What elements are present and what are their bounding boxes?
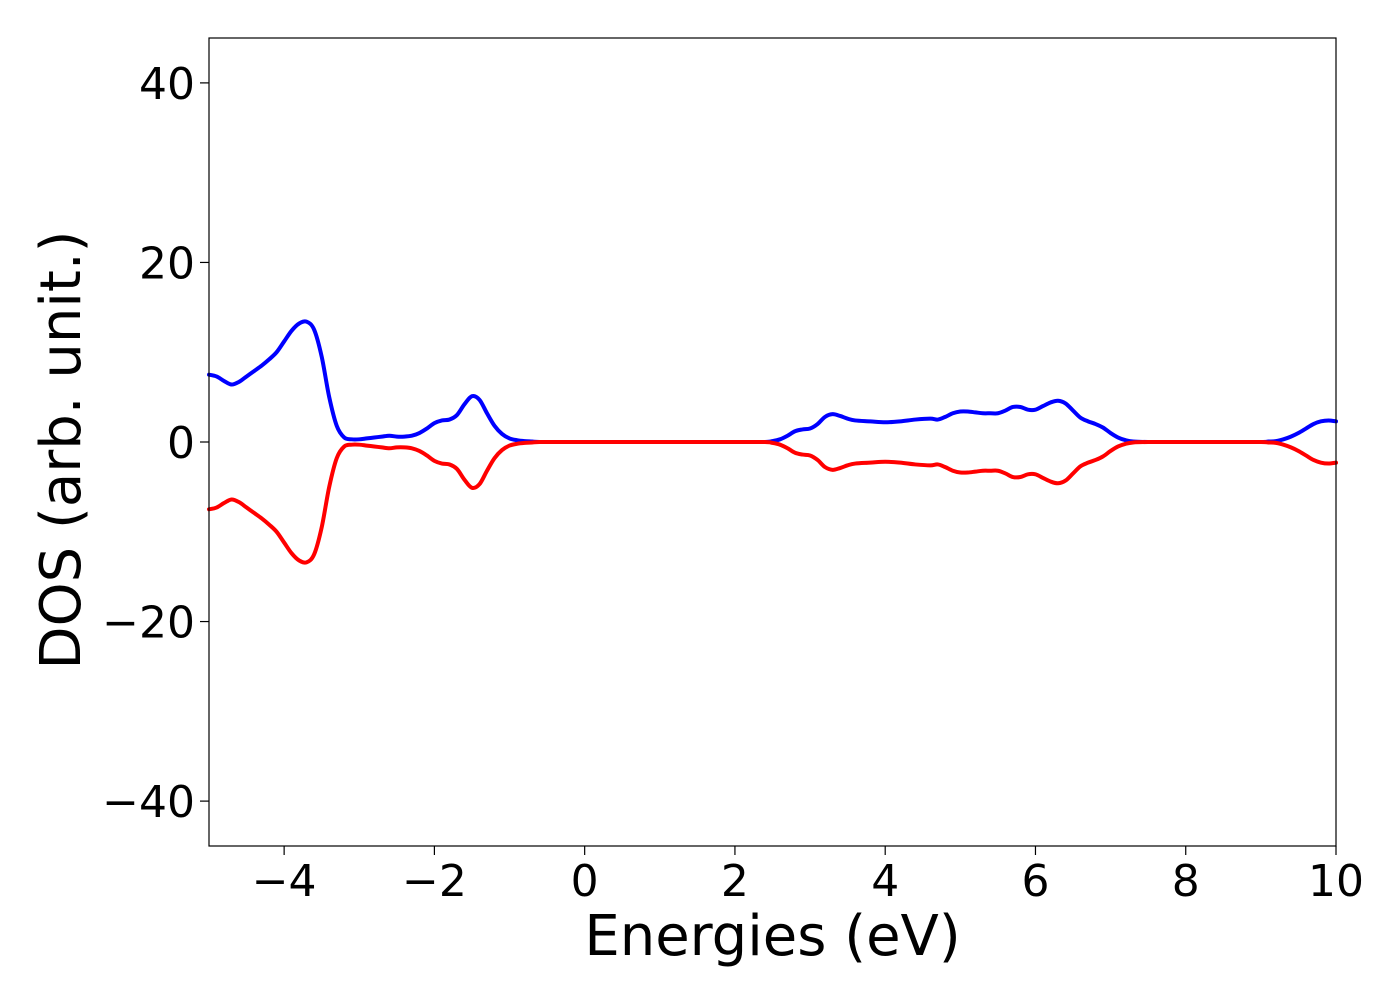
y-axis-ticks: −40 −20 0 20 40	[102, 59, 209, 828]
dos-line-negative	[207, 439, 1338, 565]
x-tick-label: 2	[721, 856, 749, 907]
y-tick-label: −20	[102, 598, 195, 649]
x-tick-label: −2	[402, 856, 467, 907]
x-tick-label: 8	[1172, 856, 1200, 907]
x-tick-label: 10	[1308, 856, 1364, 907]
x-tick-label: 0	[571, 856, 599, 907]
y-tick-label: 20	[139, 238, 195, 289]
series-layer	[207, 319, 1338, 565]
x-tick-label: 6	[1021, 856, 1049, 907]
y-axis-title: DOS (arb. unit.)	[29, 230, 94, 669]
y-tick-label: 0	[167, 418, 195, 469]
y-tick-label: −40	[102, 777, 195, 828]
x-tick-label: 4	[871, 856, 899, 907]
x-axis-title: Energies (eV)	[584, 904, 960, 969]
y-tick-label: 40	[139, 59, 195, 110]
x-axis-ticks: −4 −2 0 2 4 6 8 10	[252, 846, 1364, 907]
dos-line-positive	[207, 319, 1338, 445]
x-tick-label: −4	[252, 856, 317, 907]
